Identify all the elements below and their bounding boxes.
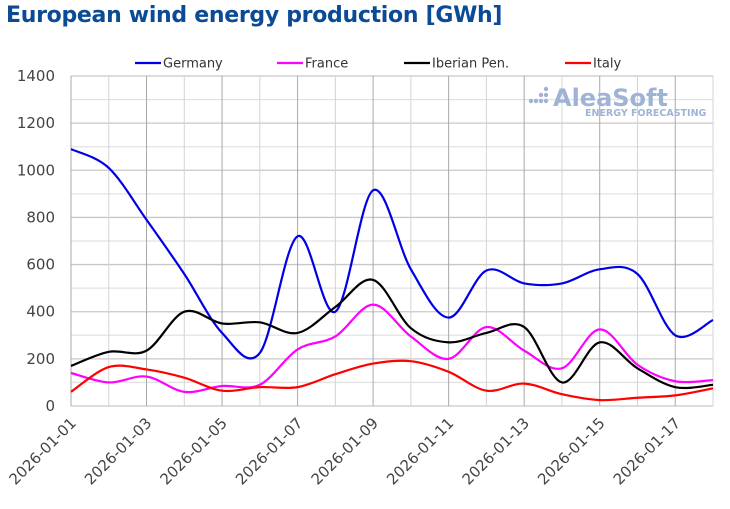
logo-dot	[543, 86, 549, 92]
y-tick-label: 0	[45, 397, 55, 415]
x-tick-label: 2026-01-07	[232, 414, 306, 488]
legend: Germany France Iberian Pen. Italy	[135, 57, 622, 72]
logo-dot	[528, 98, 534, 104]
logo-subtext: ENERGY FORECASTING	[585, 108, 707, 119]
y-tick-label: 800	[26, 208, 55, 226]
legend-label: France	[305, 57, 348, 72]
series-line-germany	[70, 148, 714, 360]
legend-label: Iberian Pen.	[432, 57, 509, 72]
legend-label: Italy	[593, 57, 622, 72]
legend-item: Italy	[565, 57, 622, 72]
y-tick-label: 600	[26, 256, 55, 274]
y-tick-label: 200	[26, 350, 55, 368]
x-tick-label: 2026-01-11	[383, 414, 457, 488]
y-tick-label: 1400	[17, 67, 55, 85]
x-tick-label: 2026-01-09	[308, 414, 382, 488]
x-axis-ticks: 2026-01-01 2026-01-03 2026-01-05 2026-01-07…	[5, 414, 684, 488]
aleasoft-logo: AleaSoft ENERGY FORECASTING	[528, 84, 707, 119]
x-tick-label: 2026-01-01	[5, 414, 79, 488]
x-tick-label: 2026-01-13	[459, 414, 533, 488]
y-tick-label: 1200	[17, 114, 55, 132]
logo-text: AleaSoft	[553, 84, 668, 112]
y-axis-ticks: 0 200 400 600 800 1000 1200 1400	[17, 67, 55, 415]
series-lines	[70, 148, 714, 402]
legend-item: Iberian Pen.	[404, 57, 509, 72]
logo-dot	[533, 98, 539, 104]
logo-dot	[538, 92, 544, 98]
logo-dots-icon	[528, 86, 549, 104]
logo-dot	[543, 98, 549, 104]
legend-label: Germany	[163, 57, 223, 72]
logo-dot	[543, 92, 549, 98]
series-line-italy	[70, 359, 714, 402]
x-tick-label: 2026-01-17	[610, 414, 684, 488]
y-tick-label: 400	[26, 303, 55, 321]
chart-title: European wind energy production [GWh]	[6, 3, 503, 28]
x-tick-label: 2026-01-05	[157, 414, 231, 488]
y-tick-label: 1000	[17, 161, 55, 179]
legend-item: France	[277, 57, 348, 72]
grid	[70, 75, 714, 407]
series-line-france	[70, 303, 714, 394]
x-tick-label: 2026-01-03	[81, 414, 155, 488]
legend-item: Germany	[135, 57, 223, 72]
x-tick-label: 2026-01-15	[534, 414, 608, 488]
logo-dot	[538, 98, 544, 104]
series-line-iberian-pen	[70, 278, 714, 390]
